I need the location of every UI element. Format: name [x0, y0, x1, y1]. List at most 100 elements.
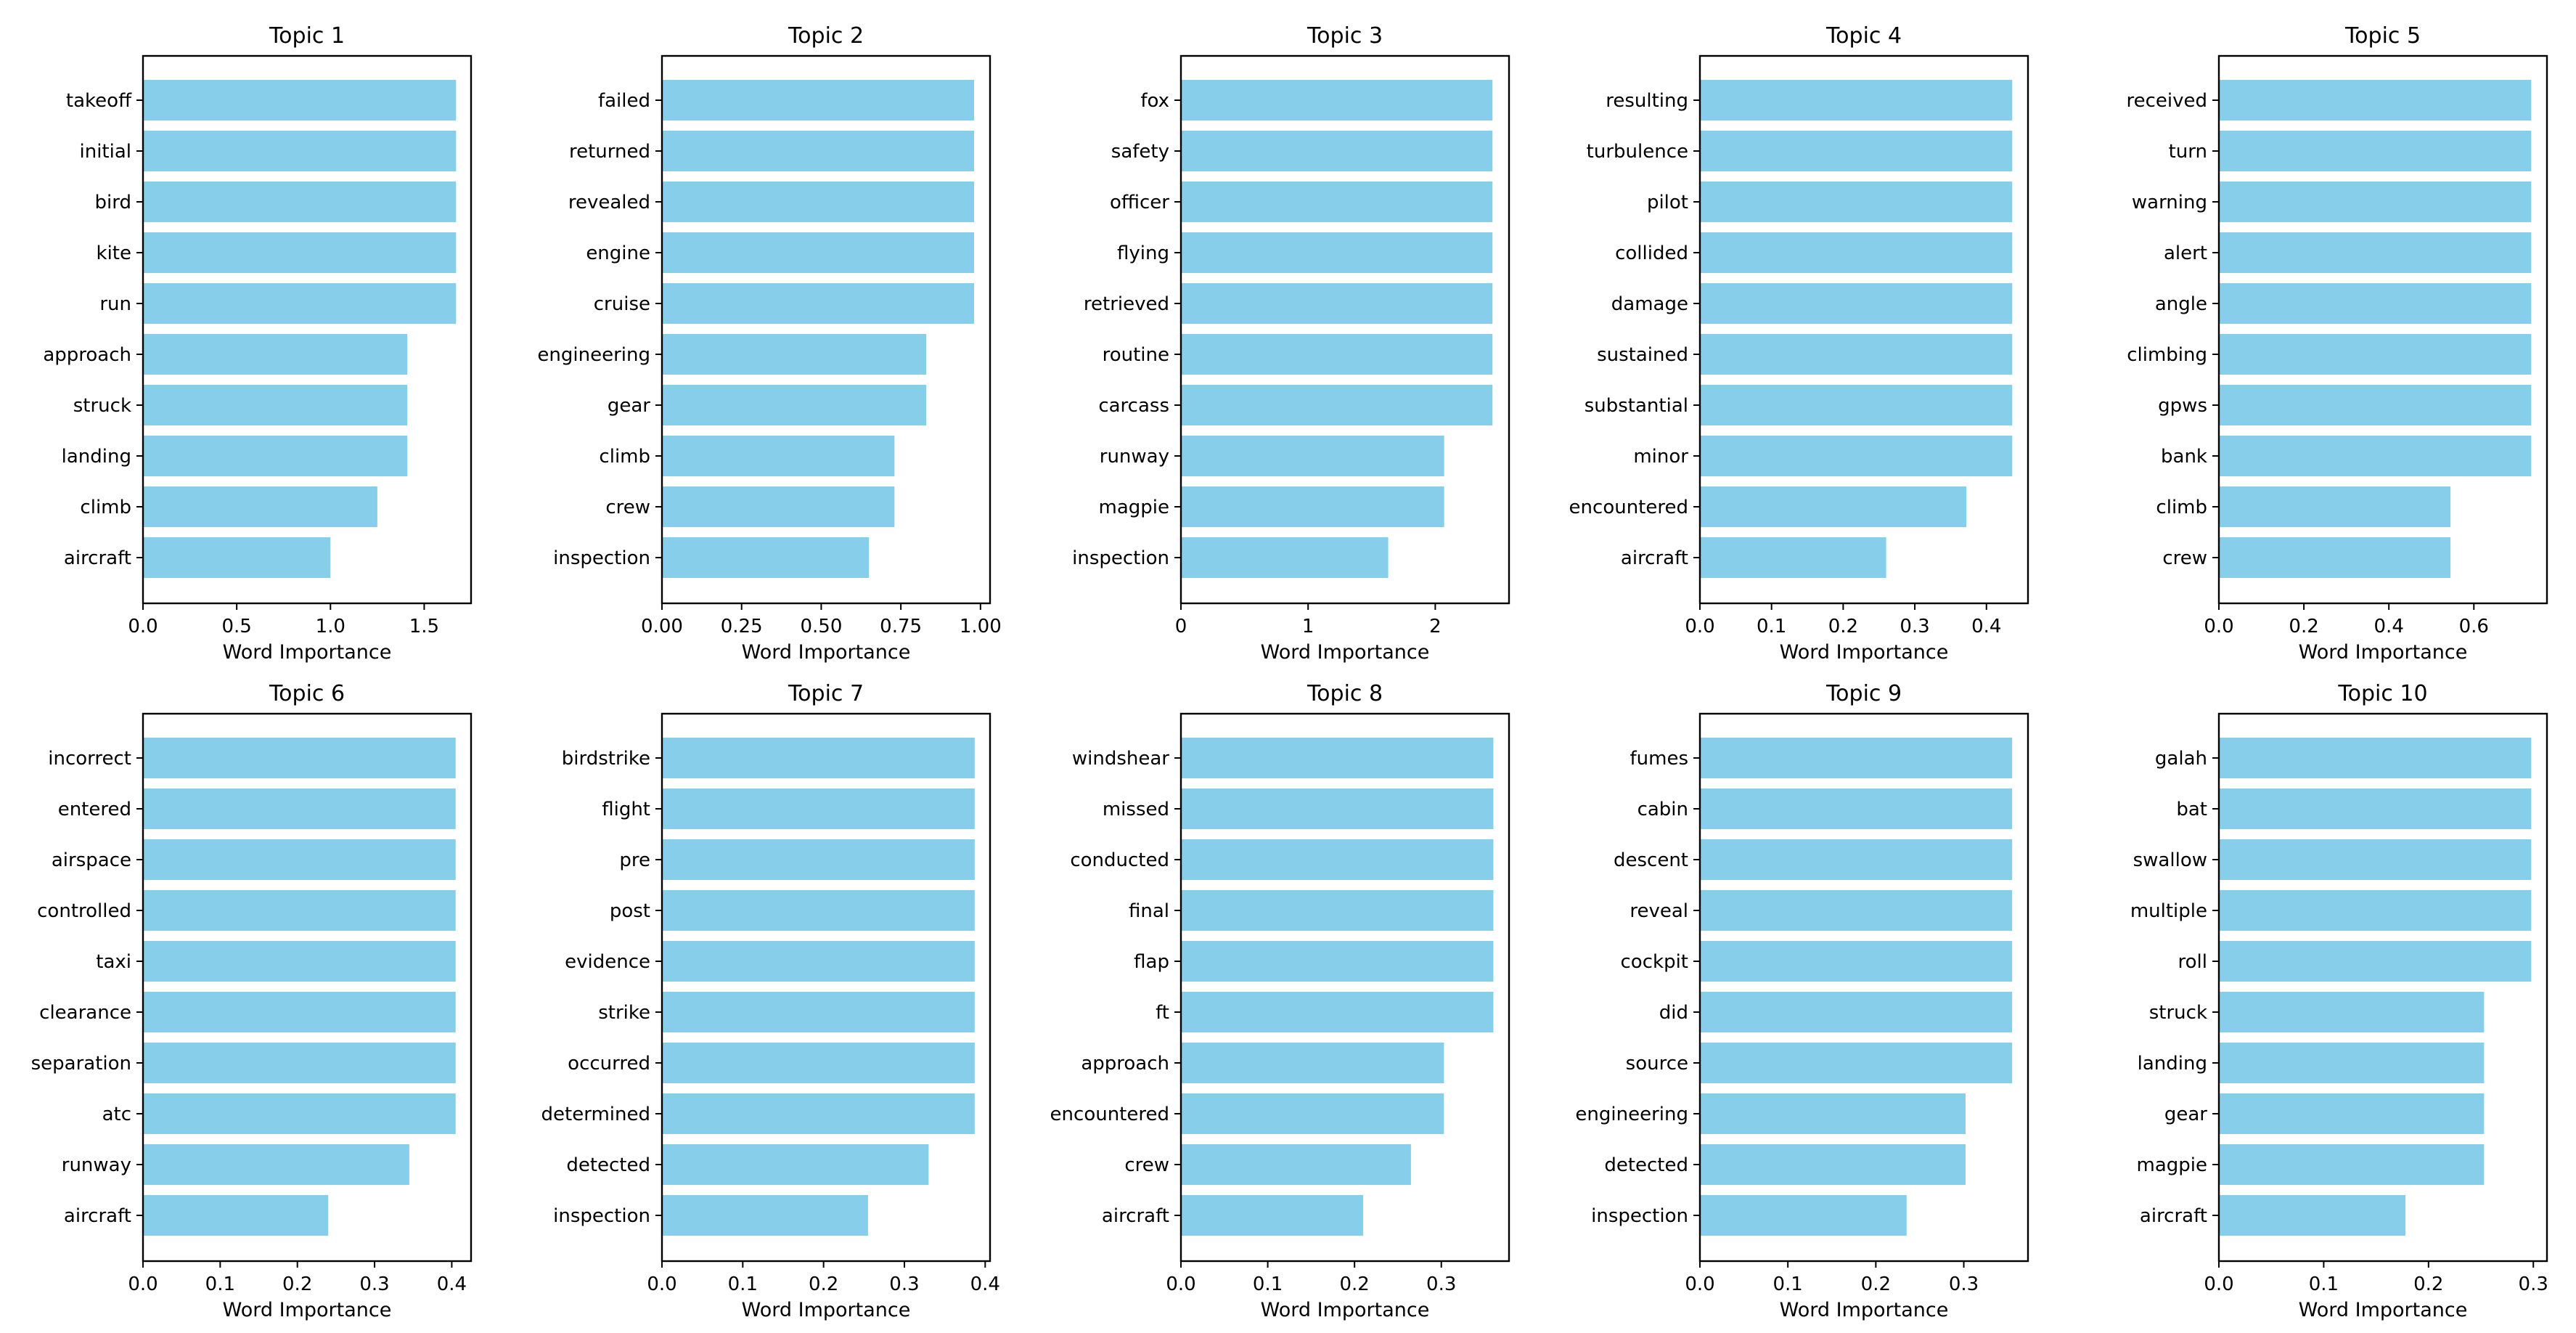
category-label: damage [1611, 293, 1688, 315]
category-label: sustained [1597, 344, 1688, 366]
bar-airspace [143, 839, 456, 880]
x-tick-label: 0.75 [880, 616, 922, 637]
bar-minor [1700, 436, 2013, 476]
topic-panel-1: Topic 1 takeoff initial bird kite run approach… [43, 23, 473, 664]
bar-runway [1181, 436, 1444, 476]
bar-engine [662, 232, 975, 273]
x-tick-label: 0.3 [359, 1273, 389, 1295]
category-label: engineering [1575, 1104, 1688, 1125]
x-tick-label: 0.50 [800, 616, 842, 637]
category-label: angle [2155, 293, 2207, 315]
x-tick-label: 0.1 [205, 1273, 235, 1295]
x-axis-label: Word Importance [2299, 641, 2468, 664]
bar-takeoff [143, 80, 457, 121]
panel-title: Topic 10 [2337, 681, 2427, 706]
topic-panel-6: Topic 6 incorrect entered airspace controlle… [31, 681, 473, 1321]
bar-did [1700, 992, 2013, 1032]
x-axis-label: Word Importance [223, 1299, 392, 1321]
bar-cruise [662, 283, 975, 324]
category-label: flying [1117, 242, 1169, 264]
category-label: failed [598, 90, 650, 112]
category-label: evidence [565, 951, 650, 973]
bar-failed [662, 80, 975, 121]
category-label: crew [605, 497, 650, 518]
x-tick-label: 0.3 [889, 1273, 919, 1295]
bar-warning [2219, 182, 2532, 222]
category-label: gpws [2158, 395, 2207, 417]
bar-run [143, 283, 457, 324]
category-label: flight [602, 799, 650, 820]
category-label: inspection [1591, 1205, 1688, 1227]
category-label: struck [73, 395, 131, 417]
x-tick-label: 0.2 [2289, 616, 2318, 637]
category-label: turbulence [1587, 141, 1688, 163]
bar-descent [1700, 839, 2013, 880]
category-label: retrieved [1084, 293, 1169, 315]
x-tick-label: 0.4 [1971, 616, 2001, 637]
plot-frame [1179, 54, 1510, 605]
panel-title: Topic 1 [269, 23, 345, 49]
x-tick-label: 0.1 [1253, 1273, 1283, 1295]
bar-post [662, 890, 975, 931]
bar-climbing [2219, 334, 2532, 375]
category-label: multiple [2130, 900, 2207, 922]
plot-frame [661, 54, 991, 605]
bar-gear [2219, 1093, 2485, 1134]
category-label: aircraft [1102, 1205, 1169, 1227]
x-axis-label: Word Importance [1780, 641, 1949, 664]
category-label: pre [619, 849, 650, 871]
category-label: encountered [1569, 497, 1688, 518]
category-label: gear [2164, 1104, 2207, 1125]
category-label: missed [1103, 799, 1169, 820]
topic-panel-2: Topic 2 failed returned revealed engine cruis… [537, 23, 1001, 664]
bar-encountered [1181, 1093, 1444, 1134]
category-label: determined [541, 1104, 650, 1125]
category-label: safety [1111, 141, 1169, 163]
x-tick-label: 0.1 [728, 1273, 758, 1295]
bar-damage [1700, 283, 2013, 324]
category-label: struck [2149, 1002, 2207, 1024]
topic-panel-5: Topic 5 received turn warning alert angle clim… [2126, 23, 2548, 664]
x-tick-label: 1.5 [409, 616, 439, 637]
x-tick-label: 0.2 [1828, 616, 1858, 637]
bar-clearance [143, 992, 456, 1032]
bar-windshear [1181, 738, 1494, 778]
bar-aircraft [1181, 1195, 1364, 1236]
bar-magpie [2219, 1144, 2485, 1185]
bar-turn [2219, 131, 2532, 171]
plot-frame [1698, 54, 2029, 605]
x-tick-label: 0.0 [128, 616, 158, 637]
bar-officer [1181, 182, 1493, 222]
category-label: kite [97, 242, 131, 264]
x-tick-label: 1 [1302, 616, 1314, 637]
category-label: bat [2176, 799, 2207, 820]
category-label: landing [62, 446, 131, 468]
bar-pre [662, 839, 975, 880]
category-label: aircraft [64, 1205, 131, 1227]
category-label: approach [1081, 1053, 1169, 1075]
bar-aircraft [143, 1195, 329, 1236]
x-axis-label: Word Importance [1261, 1299, 1430, 1321]
bar-evidence [662, 941, 975, 982]
bar-incorrect [143, 738, 456, 778]
bar-aircraft [2219, 1195, 2406, 1236]
x-tick-label: 0.1 [2309, 1273, 2339, 1295]
bar-bird [143, 182, 457, 222]
category-label: climb [80, 497, 131, 518]
plot-frame [1179, 712, 1510, 1263]
category-label: alert [2164, 242, 2207, 264]
bar-pilot [1700, 182, 2013, 222]
category-label: conducted [1070, 849, 1169, 871]
bar-magpie [1181, 486, 1444, 527]
category-label: runway [1100, 446, 1169, 468]
bar-source [1700, 1043, 2013, 1083]
category-label: inspection [553, 547, 650, 569]
panel-title: Topic 7 [788, 681, 864, 706]
x-tick-label: 0 [1175, 616, 1187, 637]
category-label: descent [1614, 849, 1688, 871]
category-label: cruise [594, 293, 650, 315]
bar-fumes [1700, 738, 2013, 778]
category-label: inspection [553, 1205, 650, 1227]
bar-cabin [1700, 788, 2013, 829]
category-label: routine [1103, 344, 1169, 366]
